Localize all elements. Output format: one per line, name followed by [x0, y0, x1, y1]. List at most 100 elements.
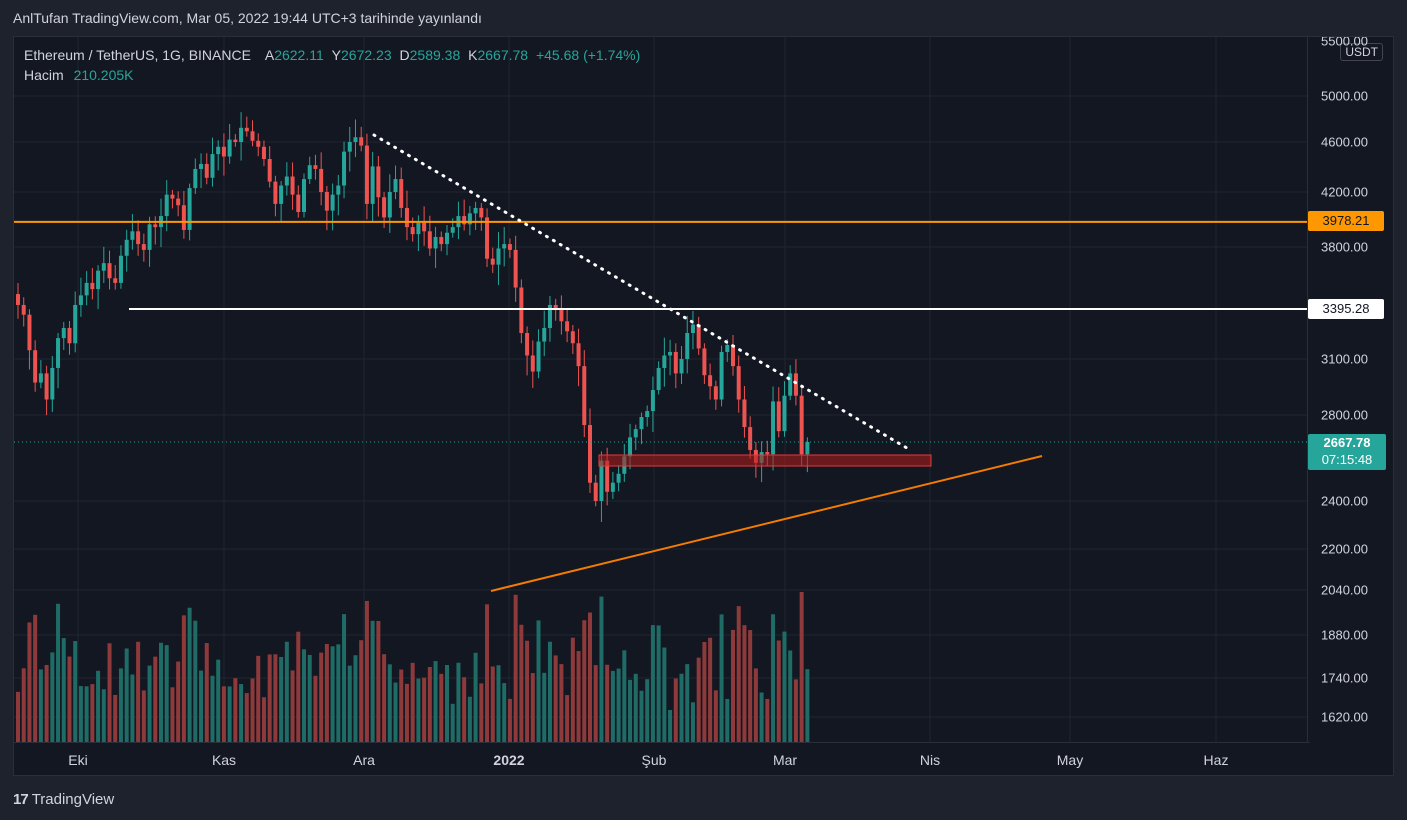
- time-tick: Haz: [1203, 752, 1229, 768]
- time-tick: 2022: [493, 752, 525, 768]
- volume-bar: [147, 665, 152, 742]
- candle-body: [50, 367, 55, 400]
- candle-body: [324, 192, 329, 211]
- candle-body: [244, 127, 249, 132]
- candle-body: [422, 222, 427, 232]
- resistance-price-tag: 3978.21: [1308, 211, 1384, 231]
- volume-bar: [153, 656, 158, 742]
- price-tick: 2400.00: [1321, 493, 1368, 509]
- candle-body: [313, 165, 318, 169]
- volume-bar: [422, 677, 427, 742]
- price-axis[interactable]: USDT 5500.00 5000.00 4600.00 4200.00 380…: [1307, 37, 1393, 742]
- candle-body: [742, 399, 747, 428]
- volume-bar: [210, 675, 215, 742]
- volume-bar: [782, 631, 787, 742]
- volume-value: 210.205K: [73, 67, 134, 83]
- candle-body: [273, 181, 278, 204]
- volume-bar: [376, 620, 381, 742]
- candle-body: [347, 142, 352, 152]
- candle-body: [467, 213, 472, 225]
- volume-bar: [479, 683, 484, 742]
- volume-bar: [216, 659, 221, 742]
- candle-body: [650, 390, 655, 412]
- price-tick: 1740.00: [1321, 670, 1368, 686]
- candle-body: [479, 207, 484, 218]
- volume-bar: [639, 690, 644, 742]
- tradingview-brand[interactable]: 17 TradingView: [13, 791, 114, 808]
- candle-body: [141, 244, 146, 250]
- candle-body: [490, 258, 495, 265]
- volume-bar: [136, 641, 141, 742]
- symbol-name[interactable]: Ethereum / TetherUS, 1G, BINANCE: [24, 47, 251, 63]
- volume-bar: [679, 673, 684, 742]
- volume-bar: [742, 625, 747, 742]
- candle-body: [296, 194, 301, 212]
- time-tick: Mar: [772, 752, 798, 768]
- candle-body: [410, 227, 415, 235]
- chart-pane[interactable]: Ethereum / TetherUS, 1G, BINANCE A2622.1…: [13, 36, 1394, 776]
- last-price-tag: 2667.78 07:15:48: [1308, 434, 1386, 470]
- volume-bar: [170, 687, 175, 742]
- candle-body: [679, 359, 684, 374]
- volume-bar: [565, 695, 570, 742]
- volume-bar: [582, 620, 587, 742]
- last-price: 2667.78: [1323, 435, 1371, 450]
- price-tick: 3800.00: [1321, 239, 1368, 255]
- time-axis[interactable]: Eki Kas Ara 2022 Şub Mar Nis May Haz: [14, 742, 1310, 775]
- volume-bar: [485, 604, 490, 742]
- volume-bar: [319, 652, 324, 742]
- candle-body: [176, 198, 181, 206]
- volume-label[interactable]: Hacim: [24, 67, 64, 83]
- candle-body: [662, 355, 667, 368]
- ascending-trendline: [490, 455, 1043, 592]
- candle-body: [33, 350, 38, 383]
- volume-bar: [84, 686, 89, 742]
- volume-bar: [673, 678, 678, 742]
- open-label: A: [264, 47, 275, 63]
- currency-badge[interactable]: USDT: [1340, 43, 1383, 61]
- volume-bar: [290, 670, 295, 742]
- price-tick: 3100.00: [1321, 351, 1368, 367]
- candle-body: [530, 355, 535, 372]
- candle-body: [330, 194, 335, 211]
- volume-bar: [130, 674, 135, 742]
- candle-body: [78, 295, 83, 305]
- plot-area[interactable]: [14, 37, 1310, 742]
- volume-bar: [193, 620, 198, 742]
- price-tick: 2040.00: [1321, 582, 1368, 598]
- candle-body: [387, 192, 392, 218]
- volume-bar: [233, 678, 238, 742]
- candle-body: [593, 482, 598, 501]
- volume-bar: [736, 606, 741, 742]
- volume-bar: [164, 645, 169, 742]
- candle-body: [656, 367, 661, 391]
- volume-bar: [547, 641, 552, 742]
- volume-bar: [273, 654, 278, 742]
- volume-bar: [21, 668, 26, 742]
- candle-body: [199, 163, 204, 169]
- candle-body: [433, 236, 438, 249]
- candle-body: [21, 304, 26, 315]
- volume-bar: [570, 637, 575, 742]
- candle-body: [473, 207, 478, 214]
- volume-bar: [536, 620, 541, 742]
- candle-body: [547, 304, 552, 328]
- candle-body: [639, 416, 644, 430]
- volume-bar: [496, 665, 501, 742]
- candle-body: [542, 327, 547, 342]
- volume-bar: [256, 655, 261, 742]
- bar-countdown: 07:15:48: [1321, 452, 1373, 467]
- price-tick: 5500.00: [1321, 36, 1368, 49]
- volume-bar: [439, 673, 444, 742]
- candle-body: [319, 168, 324, 192]
- volume-row: Hacim 210.205K: [24, 65, 640, 85]
- volume-bar: [793, 679, 798, 742]
- candle-body: [719, 351, 724, 400]
- price-tick: 2200.00: [1321, 541, 1368, 557]
- volume-bar: [599, 596, 604, 742]
- candle-body: [502, 244, 507, 249]
- volume-bar: [50, 652, 55, 742]
- candle-body: [519, 287, 524, 334]
- candle-body: [702, 348, 707, 376]
- volume-bar: [73, 641, 78, 742]
